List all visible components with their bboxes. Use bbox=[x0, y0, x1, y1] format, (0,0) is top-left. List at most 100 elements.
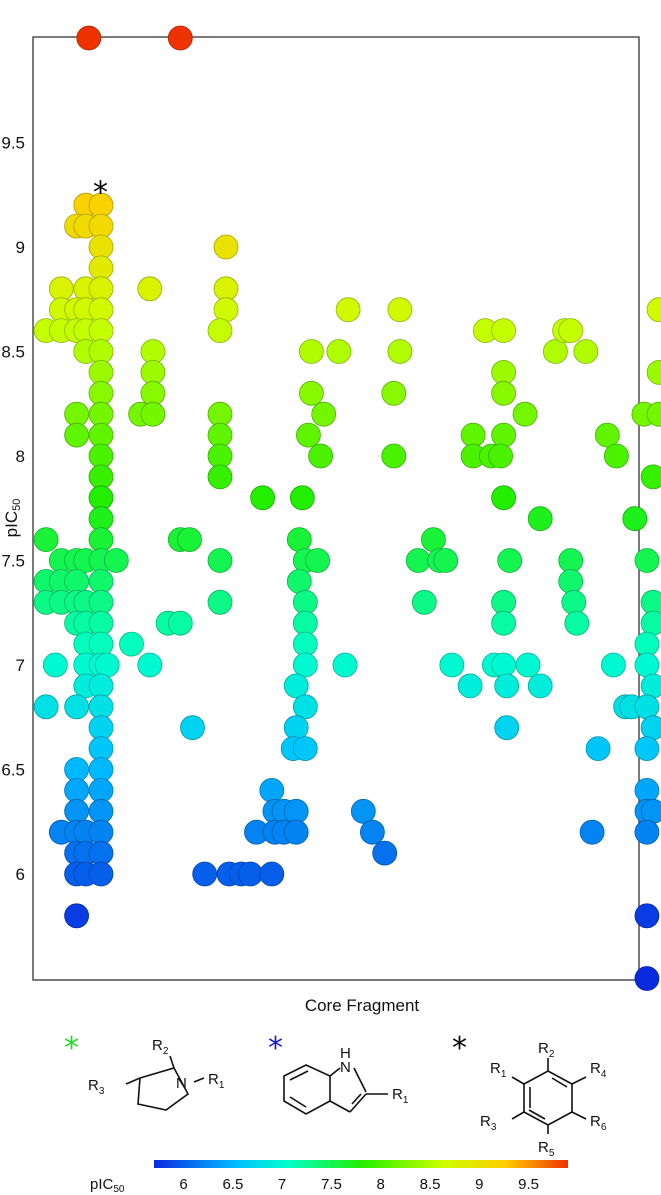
data-point bbox=[494, 673, 520, 699]
data-point bbox=[207, 318, 233, 344]
benzene-star-icon: * bbox=[452, 1031, 467, 1066]
data-point bbox=[88, 819, 114, 845]
data-point bbox=[295, 422, 321, 448]
benzene-r5: R5 bbox=[538, 1139, 555, 1159]
benzene-r4: R4 bbox=[590, 1060, 607, 1080]
data-point bbox=[88, 359, 114, 385]
data-point bbox=[497, 548, 523, 573]
data-point bbox=[283, 819, 309, 845]
data-point bbox=[646, 401, 661, 427]
data-point bbox=[88, 506, 114, 532]
data-point bbox=[543, 339, 568, 364]
data-point bbox=[411, 589, 437, 615]
data-point bbox=[634, 736, 660, 761]
data-point bbox=[558, 318, 584, 344]
data-point bbox=[387, 297, 413, 323]
y-tick-label: 8 bbox=[16, 447, 25, 466]
data-point bbox=[88, 569, 114, 594]
data-point bbox=[238, 861, 263, 887]
data-point bbox=[64, 569, 89, 594]
indole-structure: * H N R1 bbox=[268, 1031, 409, 1115]
data-point bbox=[335, 297, 361, 323]
data-point bbox=[88, 234, 114, 260]
benzene-r3: R3 bbox=[480, 1113, 497, 1133]
data-point bbox=[604, 443, 629, 469]
data-point bbox=[64, 778, 89, 803]
colorbar-tick-label: 7 bbox=[278, 1176, 286, 1193]
data-point bbox=[48, 276, 74, 302]
data-point bbox=[88, 861, 114, 887]
data-point bbox=[286, 569, 312, 594]
data-point bbox=[64, 694, 89, 720]
data-point bbox=[332, 652, 358, 678]
data-point bbox=[259, 778, 285, 803]
data-point bbox=[140, 401, 166, 427]
y-axis-label: pIC50 bbox=[2, 499, 23, 538]
data-point bbox=[381, 380, 407, 406]
data-point bbox=[491, 485, 517, 511]
pyrrolidine-r2: R2 bbox=[152, 1037, 169, 1057]
data-point bbox=[88, 631, 114, 657]
data-point bbox=[119, 631, 144, 657]
data-point bbox=[137, 652, 163, 678]
data-point bbox=[64, 401, 89, 427]
data-point bbox=[88, 297, 114, 323]
data-point bbox=[350, 798, 376, 824]
data-point bbox=[259, 861, 285, 887]
data-point bbox=[573, 339, 599, 364]
data-point bbox=[177, 527, 202, 552]
data-point bbox=[207, 401, 233, 427]
data-point bbox=[491, 318, 517, 344]
data-point bbox=[601, 652, 626, 678]
y-tick-label: 8.5 bbox=[1, 343, 25, 362]
data-point bbox=[491, 652, 517, 678]
data-point bbox=[298, 339, 324, 364]
data-point bbox=[140, 380, 166, 406]
data-point bbox=[491, 610, 517, 636]
data-point bbox=[298, 380, 324, 406]
colorbar-tick-label: 7.5 bbox=[321, 1176, 342, 1193]
data-point bbox=[283, 798, 309, 824]
data-point bbox=[558, 548, 584, 573]
data-point bbox=[283, 673, 309, 699]
data-point bbox=[88, 610, 114, 636]
core-star-marker: * bbox=[185, 0, 200, 12]
scatter-points bbox=[33, 25, 661, 991]
data-point bbox=[460, 422, 486, 448]
data-point bbox=[250, 485, 276, 511]
data-point bbox=[646, 297, 661, 323]
data-point bbox=[33, 527, 59, 552]
data-point bbox=[646, 360, 661, 385]
data-point bbox=[634, 778, 660, 803]
data-point bbox=[634, 819, 660, 845]
data-point bbox=[88, 757, 114, 782]
data-point bbox=[88, 464, 114, 490]
data-point bbox=[585, 736, 611, 761]
data-point bbox=[88, 715, 114, 741]
y-tick-label: 6.5 bbox=[1, 761, 25, 780]
data-point bbox=[634, 548, 660, 573]
data-point bbox=[88, 736, 114, 761]
data-point bbox=[94, 652, 120, 678]
y-tick-label: 7 bbox=[16, 656, 25, 675]
data-point bbox=[64, 422, 89, 448]
data-point bbox=[213, 234, 239, 260]
data-point bbox=[640, 798, 661, 824]
data-point bbox=[640, 589, 661, 615]
data-point bbox=[634, 652, 660, 678]
indole-h: H bbox=[340, 1045, 351, 1062]
data-point bbox=[326, 339, 352, 364]
data-point bbox=[213, 276, 239, 302]
data-point bbox=[512, 401, 538, 427]
benzene-r2: R2 bbox=[538, 1040, 555, 1060]
data-point bbox=[88, 673, 114, 699]
pyrrolidine-r3: R3 bbox=[88, 1077, 105, 1097]
colorbar-tick-label: 6 bbox=[179, 1176, 187, 1193]
data-point bbox=[88, 318, 114, 344]
data-point bbox=[88, 401, 114, 427]
data-point bbox=[405, 548, 431, 573]
data-point bbox=[88, 798, 114, 824]
data-point bbox=[88, 485, 114, 511]
data-point bbox=[640, 673, 661, 699]
